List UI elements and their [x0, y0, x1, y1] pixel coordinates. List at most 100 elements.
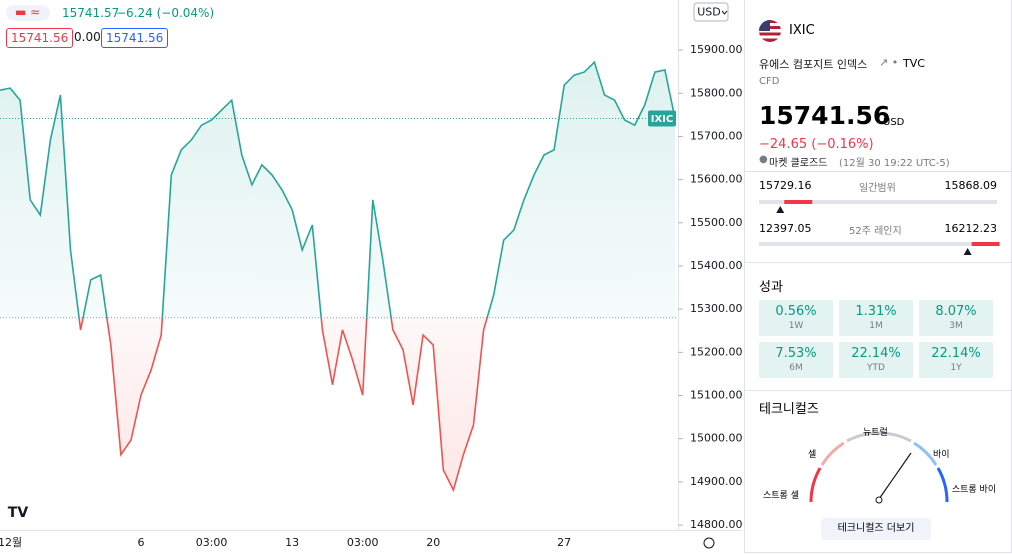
y-tick-label: 15100.00	[690, 389, 742, 402]
gauge-strong-sell	[809, 467, 822, 503]
symbol-name: 유에스 컴포지트 인덱스	[759, 58, 868, 71]
y-tick-label: 15400.00	[690, 259, 742, 272]
range-marker	[776, 206, 785, 213]
x-tick-label: 27	[557, 536, 571, 549]
needle	[878, 452, 912, 500]
performance-title: 성과	[759, 280, 783, 295]
legend-icon: ▬ ≈	[15, 5, 41, 19]
legend-close: 15741.56	[101, 28, 169, 48]
chart: USD TV 14800.00 14900.00 15000.00 15100.00 1…	[0, 0, 742, 549]
legend-toggle[interactable]	[6, 5, 50, 21]
gauge-buy	[913, 441, 938, 466]
performance-value: 7.53%	[775, 346, 817, 361]
settings-icon[interactable]	[703, 537, 715, 549]
gauge	[809, 431, 949, 504]
range-fill	[971, 242, 1000, 246]
performance-cell: 1.31% 1M	[839, 300, 913, 336]
y-tick-label: 15800.00	[690, 86, 742, 99]
performance-cell: 22.14% YTD	[839, 342, 913, 378]
caret	[721, 10, 728, 15]
symbol: IXIC	[789, 23, 815, 38]
currency[interactable]: USD	[697, 6, 721, 19]
legend-price: 15741.57	[62, 6, 120, 20]
legend-change: −6.24 (−0.04%)	[116, 6, 215, 20]
currency-button[interactable]	[693, 2, 729, 22]
y-tick-label: 15300.00	[690, 302, 742, 315]
range-track	[759, 200, 997, 204]
status: 마켓 클로즈드	[769, 158, 828, 169]
performance-cell: 8.07% 3M	[919, 300, 993, 336]
price-line	[0, 60, 676, 493]
y-tick-label: 15600.00	[690, 173, 742, 186]
symbol-panel: IXIC 유에스 컴포지트 인덱스 ↗ • TVC CFD 15741.56 U…	[744, 0, 1012, 553]
y-tick-label: 15200.00	[690, 345, 742, 358]
gauge-sell-label: 셀	[808, 450, 817, 460]
y-tick-label: 15700.00	[690, 129, 742, 142]
last-label: IXIC	[651, 114, 674, 125]
range-track	[759, 242, 997, 246]
day-range-label: 일간범위	[859, 183, 896, 194]
range-bars	[759, 200, 1000, 255]
gauge-sell	[820, 441, 845, 466]
performance-value: 22.14%	[931, 346, 981, 361]
gauge-strong-buy	[936, 467, 949, 503]
range-fill	[784, 200, 813, 204]
year-low: 12397.05	[759, 222, 812, 235]
y-tick-label: 15500.00	[690, 216, 742, 229]
performance-period: YTD	[867, 363, 885, 373]
change: −24.65 (−0.16%)	[759, 137, 874, 152]
day-low: 15729.16	[759, 179, 812, 192]
divider	[745, 171, 1011, 172]
price: 15741.56	[759, 101, 891, 130]
year-high: 16212.23	[944, 222, 998, 235]
performance-cell: 7.53% 6M	[759, 342, 833, 378]
x-tick-label: 03:00	[347, 536, 379, 549]
technicals-title: 테크니컬즈	[759, 402, 819, 417]
gauge-strong-sell-label: 스트롱 셀	[763, 491, 799, 501]
y-tick-label: 15000.00	[690, 432, 742, 445]
divider	[745, 390, 1011, 391]
needle-hub	[875, 496, 883, 504]
external-icon[interactable]: ↗ •	[879, 56, 899, 69]
performance-value: 8.07%	[935, 304, 977, 319]
performance-period: 1W	[788, 321, 804, 331]
gauge-neutral-label: 뉴트럴	[863, 428, 888, 438]
performance-value: 1.31%	[855, 304, 897, 319]
x-tick-label: 12월	[0, 536, 22, 549]
logo: TV	[8, 505, 29, 521]
performance-cell: 22.14% 1Y	[919, 342, 993, 378]
y-tick-label: 14900.00	[690, 475, 742, 488]
performance-period: 1M	[869, 321, 883, 331]
performance-period: 6M	[789, 363, 803, 373]
x-tick-label: 03:00	[196, 536, 228, 549]
technicals-button[interactable]: 테크니컬즈 더보기	[821, 518, 931, 540]
performance-value: 22.14%	[851, 346, 901, 361]
day-high: 15868.09	[944, 179, 998, 192]
baseline-area	[0, 62, 675, 491]
y-tick-label: 15900.00	[690, 43, 742, 56]
performance-cell: 0.56% 1W	[759, 300, 833, 336]
range-marker	[963, 248, 972, 255]
flag	[759, 20, 781, 42]
kind: CFD	[759, 76, 780, 87]
legend-mid: 0.00	[74, 30, 101, 44]
logo-bg	[3, 498, 33, 526]
year-range-label: 52주 레인지	[849, 226, 902, 237]
x-tick-label: 6	[138, 536, 145, 549]
time: (12월 30 19:22 UTC-5)	[839, 158, 950, 169]
status-dot: ●	[759, 154, 768, 165]
performance-period: 3M	[949, 321, 963, 331]
x-tick-label: 13	[285, 536, 299, 549]
gauge-strong-buy-label: 스트롱 바이	[951, 485, 997, 495]
x-tick-label: 20	[426, 536, 440, 549]
y-tick-label: 14800.00	[690, 518, 742, 531]
legend-open: 15741.56	[6, 28, 74, 48]
price-currency: USD	[883, 117, 905, 128]
last-label-bg	[648, 110, 676, 127]
gauge-buy-label: 바이	[933, 450, 950, 460]
performance-period: 1Y	[950, 363, 962, 373]
divider	[745, 262, 1011, 263]
gauge-neutral	[846, 431, 912, 443]
source: TVC	[903, 57, 925, 70]
